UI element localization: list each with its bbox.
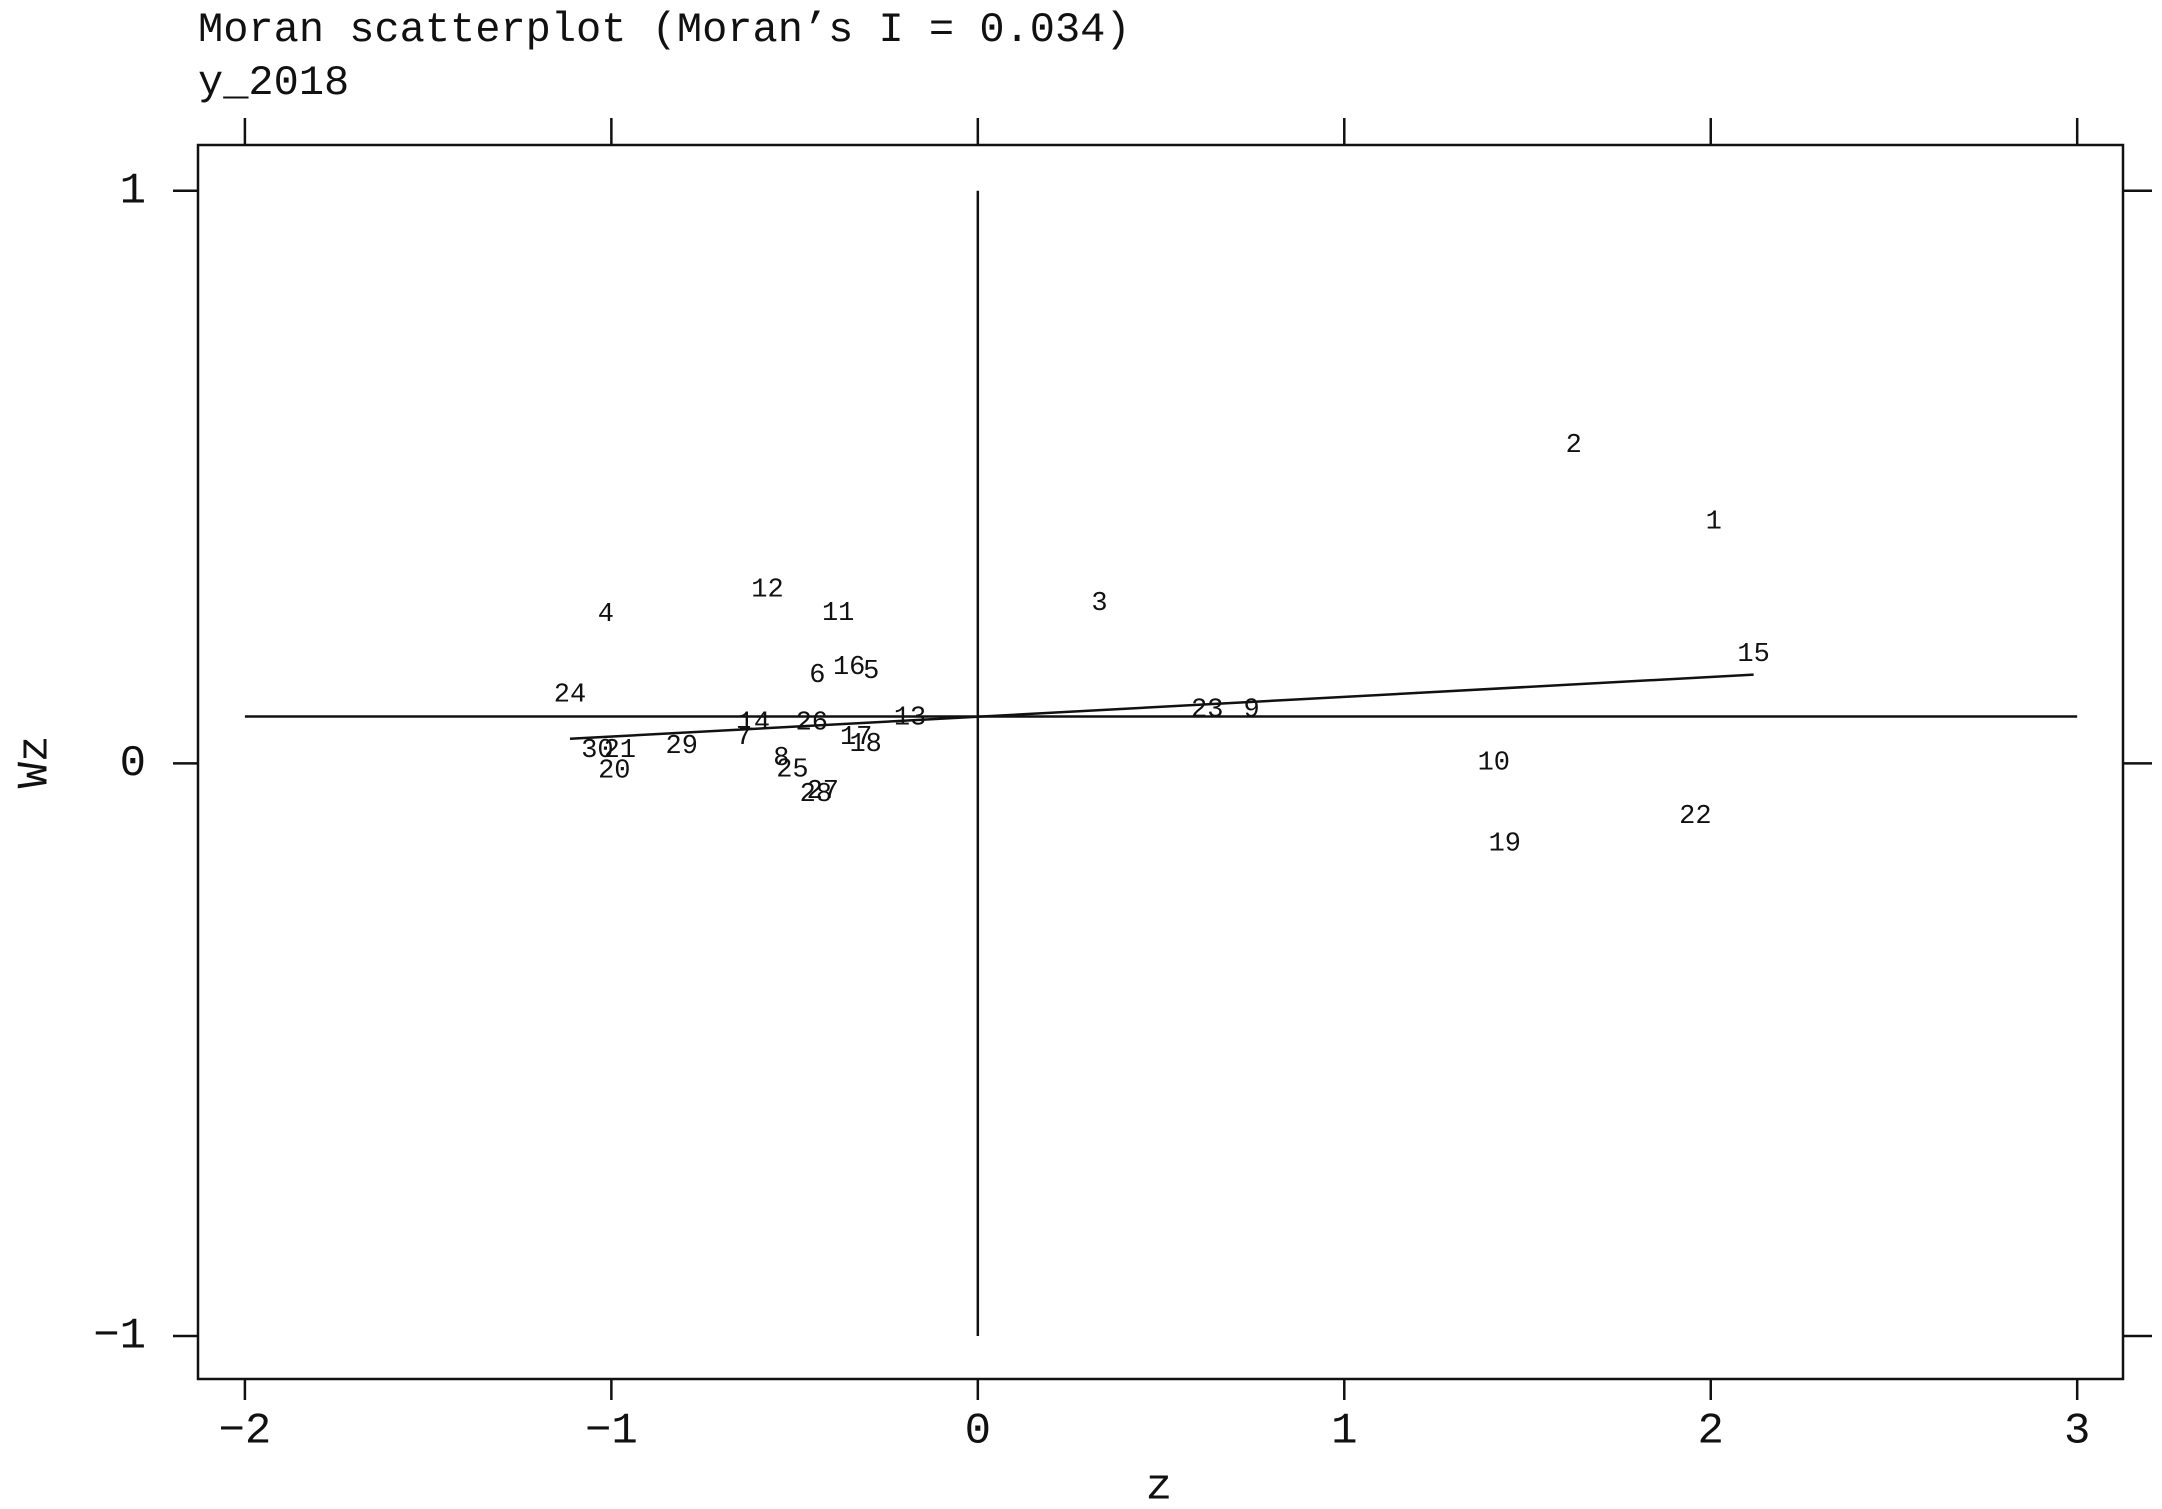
point-label: 2 <box>1566 431 1582 461</box>
chart-title: Moran scatterplot (Moran’s I = 0.034) <box>198 6 1131 54</box>
x-tick-label: −1 <box>585 1407 638 1457</box>
regression-line <box>569 673 1754 741</box>
plot-frame <box>196 143 2125 1381</box>
point-label: 4 <box>598 600 614 630</box>
point-label: 30 <box>581 736 613 766</box>
point-label: 17 <box>840 723 872 753</box>
y-tick-label: 1 <box>120 166 146 216</box>
point-label: 24 <box>554 680 586 710</box>
point-label: 15 <box>1737 640 1769 670</box>
point-label: 6 <box>809 661 825 691</box>
chart-subtitle: y_2018 <box>198 59 349 107</box>
y-tick-label: −1 <box>93 1312 146 1362</box>
point-label: 27 <box>807 777 839 807</box>
point-label: 9 <box>1243 696 1259 726</box>
point-label: 5 <box>863 657 879 687</box>
point-label: 26 <box>796 708 828 738</box>
x-tick-label: 1 <box>1331 1407 1357 1457</box>
point-label: 3 <box>1091 589 1107 619</box>
x-axis-label: z <box>1146 1463 1172 1509</box>
y-tick-label: 0 <box>120 739 146 789</box>
point-label: 8 <box>773 744 789 774</box>
point-label: 21 <box>604 736 636 766</box>
y-axis-label: Wz <box>11 736 61 789</box>
point-label: 22 <box>1679 802 1711 832</box>
point-label: 20 <box>598 756 630 786</box>
x-tick-label: 2 <box>1698 1407 1724 1457</box>
point-label: 18 <box>849 730 881 760</box>
point-label: 23 <box>1191 696 1223 726</box>
point-label: 11 <box>822 599 854 629</box>
x-tick-label: 3 <box>2064 1407 2090 1457</box>
point-label: 25 <box>776 755 808 785</box>
point-label: 28 <box>800 780 832 810</box>
point-label: 16 <box>833 653 865 683</box>
x-tick-label: −2 <box>219 1407 272 1457</box>
point-label: 14 <box>738 708 770 738</box>
point-label: 13 <box>894 704 926 734</box>
point-label: 1 <box>1706 507 1722 537</box>
point-label: 19 <box>1489 830 1521 860</box>
point-label: 12 <box>751 575 783 605</box>
x-tick-label: 0 <box>965 1407 991 1457</box>
point-label: 7 <box>736 723 752 753</box>
point-label: 10 <box>1478 748 1510 778</box>
point-label: 29 <box>666 732 698 762</box>
